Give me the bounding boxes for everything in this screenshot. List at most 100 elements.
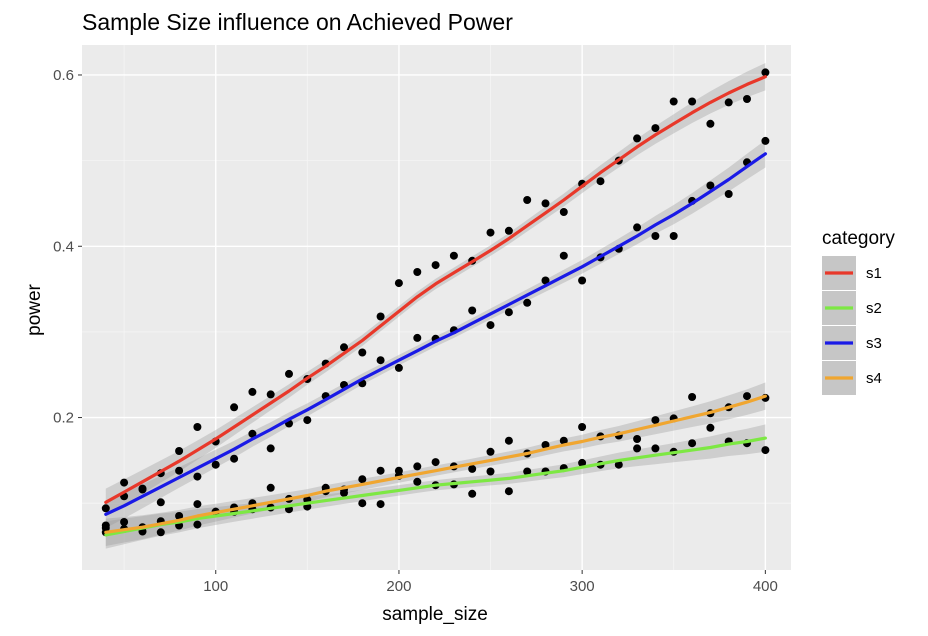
point-s4 — [358, 475, 367, 484]
point-s4 — [266, 483, 275, 492]
point-s4 — [743, 392, 751, 401]
point-s2 — [468, 489, 477, 498]
point-s4 — [101, 521, 110, 530]
point-s3 — [724, 190, 733, 198]
point-s2 — [523, 467, 532, 476]
point-s4 — [541, 441, 550, 449]
point-s1 — [175, 447, 184, 455]
point-s3 — [175, 466, 184, 475]
point-s2 — [120, 518, 129, 526]
x-tick-label: 400 — [753, 578, 778, 595]
point-s1 — [706, 119, 715, 128]
y-axis: 0.2 0.4 0.6 — [53, 67, 82, 427]
point-s3 — [578, 276, 587, 285]
fit-line-s2 — [104, 436, 767, 537]
point-s3 — [230, 454, 239, 463]
grid-minor — [82, 45, 791, 570]
point-s1 — [431, 261, 440, 270]
point-s2 — [614, 460, 623, 469]
y-tick-label: 0.4 — [53, 238, 74, 255]
point-s4 — [633, 435, 642, 443]
point-s4 — [193, 500, 202, 509]
point-s1 — [633, 134, 642, 143]
point-s3 — [413, 333, 422, 342]
point-s3 — [468, 306, 477, 315]
point-s3 — [193, 472, 202, 481]
point-s1 — [541, 199, 550, 208]
point-s1 — [193, 423, 202, 431]
legend-label-s3: s3 — [866, 335, 882, 352]
point-s1 — [248, 387, 257, 396]
point-s3 — [761, 136, 770, 145]
point-s3 — [248, 429, 257, 438]
point-s4 — [376, 466, 385, 475]
point-s2 — [688, 439, 697, 448]
point-s3 — [541, 276, 550, 285]
point-s3 — [633, 223, 642, 232]
point-s2 — [706, 423, 715, 432]
x-axis: 100 200 300 400 — [203, 570, 778, 595]
point-s1 — [266, 390, 275, 399]
y-tick-label: 0.2 — [53, 410, 74, 427]
point-s4 — [468, 464, 477, 473]
point-s2 — [651, 444, 660, 453]
point-s2 — [413, 477, 422, 486]
point-s1 — [761, 68, 770, 77]
point-s3 — [504, 308, 513, 317]
x-tick-label: 200 — [386, 578, 411, 595]
point-s2 — [761, 446, 770, 455]
fit-line-s1 — [104, 75, 767, 504]
point-s4 — [688, 393, 697, 401]
x-axis-title: sample_size — [382, 604, 488, 625]
point-s1 — [413, 268, 422, 276]
point-s1 — [523, 196, 532, 204]
point-s4 — [486, 447, 495, 456]
y-axis-title: power — [24, 283, 45, 335]
point-s3 — [486, 321, 495, 330]
point-s4 — [394, 466, 403, 475]
point-s4 — [559, 436, 568, 445]
point-s3 — [303, 416, 312, 425]
point-s3 — [376, 356, 385, 365]
point-s1 — [724, 98, 733, 107]
point-s1 — [486, 228, 495, 237]
point-s3 — [394, 363, 403, 372]
legend-label-s2: s2 — [866, 300, 882, 317]
point-s4 — [431, 458, 440, 467]
point-s1 — [285, 369, 293, 378]
point-s1 — [651, 124, 660, 133]
fit-line-s4 — [104, 394, 767, 534]
point-s1 — [230, 403, 239, 412]
point-s3 — [651, 232, 660, 240]
x-tick-label: 100 — [203, 578, 228, 595]
fit-lines — [104, 75, 767, 537]
point-s3 — [156, 498, 165, 507]
point-s1 — [376, 312, 385, 321]
legend-label-s4: s4 — [866, 370, 882, 387]
point-s3 — [706, 181, 715, 190]
point-s1 — [596, 177, 605, 186]
point-s3 — [266, 444, 275, 453]
point-s3 — [669, 232, 678, 240]
point-s1 — [358, 348, 367, 357]
point-s2 — [193, 520, 202, 529]
point-s1 — [120, 478, 129, 487]
point-s2 — [633, 444, 642, 453]
point-s2 — [504, 487, 513, 496]
point-s3 — [523, 298, 532, 307]
point-s4 — [651, 416, 660, 425]
point-s1 — [504, 226, 513, 235]
point-s1 — [394, 279, 403, 288]
point-s2 — [358, 499, 367, 508]
point-s1 — [101, 504, 110, 513]
x-tick-label: 300 — [570, 578, 595, 595]
legend: category s1 s2 s3 s4 — [822, 228, 895, 395]
point-s2 — [376, 500, 385, 509]
point-s2 — [156, 528, 165, 537]
point-s1 — [340, 343, 348, 352]
point-s1 — [669, 97, 678, 106]
legend-label-s1: s1 — [866, 265, 882, 282]
point-s2 — [578, 458, 587, 467]
point-s2 — [486, 467, 495, 476]
